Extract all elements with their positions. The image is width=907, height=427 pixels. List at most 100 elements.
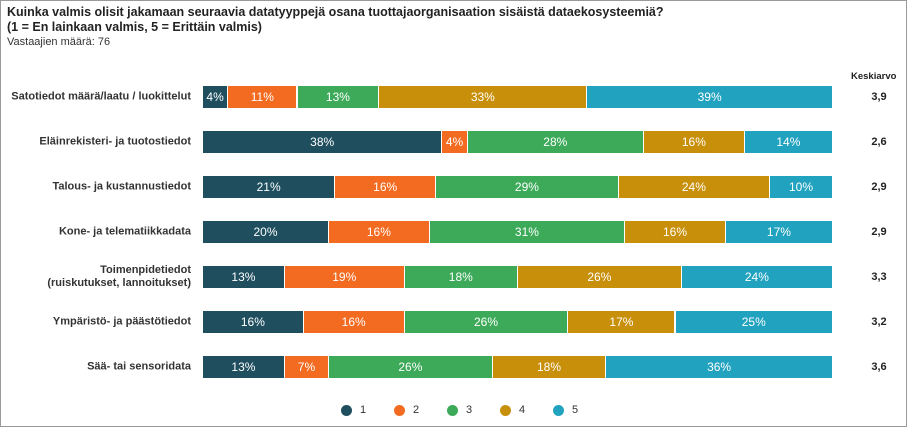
- bar-segment: 17%: [725, 221, 833, 243]
- legend-item: 4: [500, 404, 525, 416]
- legend-label: 3: [466, 404, 473, 416]
- bar-segment: 38%: [203, 131, 443, 153]
- value-label: 26%: [587, 270, 612, 284]
- value-label: 33%: [470, 90, 495, 104]
- bar-segment: 24%: [618, 176, 770, 198]
- legend-item: 5: [553, 404, 578, 416]
- legend-marker: [341, 404, 352, 416]
- bar-segment: 13%: [203, 356, 285, 378]
- value-label: 16%: [366, 225, 391, 239]
- value-label: 18%: [448, 270, 473, 284]
- value-label: 16%: [341, 315, 366, 329]
- value-label: 38%: [310, 135, 335, 149]
- bar-segment: 28%: [467, 131, 644, 153]
- bar-segment: 21%: [203, 176, 336, 198]
- legend-label: 2: [413, 404, 420, 416]
- value-label: 31%: [514, 225, 539, 239]
- bar-segment: 25%: [675, 311, 833, 333]
- bar-segment: 36%: [606, 356, 833, 378]
- average-header: Keskiarvo: [851, 71, 897, 82]
- value-label: 21%: [256, 180, 281, 194]
- bar-segment: 31%: [429, 221, 626, 243]
- legend-item: 1: [341, 404, 366, 416]
- bar-segment: 39%: [587, 86, 833, 108]
- value-label: 39%: [697, 90, 722, 104]
- category-label: Ympäristö- ja päästötiedot: [52, 315, 191, 328]
- value-label: 24%: [681, 180, 706, 194]
- legend-label: 1: [360, 404, 367, 416]
- chart-subtitle: Vastaajien määrä: 76: [7, 36, 111, 48]
- category-label: Toimenpidetiedot (ruiskutukset, lannoitu…: [47, 264, 191, 289]
- bar-segment: 4%: [442, 131, 468, 153]
- bar-segment: 10%: [770, 176, 833, 198]
- value-label: 4%: [206, 90, 224, 104]
- average-value: 2,6: [871, 136, 887, 148]
- average-value: 3,2: [871, 316, 887, 328]
- bar-segment: 16%: [203, 311, 304, 333]
- legend-item: 2: [394, 404, 419, 416]
- value-label: 26%: [473, 315, 498, 329]
- category-label: Kone- ja telematiikkadata: [58, 225, 191, 238]
- bar-segment: 29%: [436, 176, 619, 198]
- legend-marker: [447, 404, 458, 416]
- value-label: 13%: [325, 90, 350, 104]
- value-label: 13%: [231, 270, 256, 284]
- value-label: 7%: [297, 360, 316, 374]
- bar-segment: 26%: [404, 311, 569, 333]
- bar-segment: 18%: [404, 266, 518, 288]
- chart-title: Kuinka valmis olisit jakamaan seuraavia …: [7, 5, 664, 19]
- value-label: 16%: [373, 180, 398, 194]
- category-label: Sää- tai sensoridata: [87, 360, 191, 373]
- bar-segment: 26%: [329, 356, 493, 378]
- value-label: 10%: [788, 180, 814, 194]
- value-label: 24%: [744, 270, 769, 284]
- bar-segment: 11%: [228, 86, 298, 108]
- bar-segment: 13%: [297, 86, 380, 108]
- legend-item: 3: [447, 404, 472, 416]
- bar-segment: 16%: [625, 221, 726, 243]
- legend-label: 4: [519, 404, 526, 416]
- value-label: 16%: [240, 315, 265, 329]
- value-label: 11%: [250, 90, 274, 104]
- value-label: 26%: [398, 360, 423, 374]
- category-label: Talous- ja kustannustiedot: [52, 180, 191, 193]
- bar-segment: 20%: [203, 221, 329, 243]
- value-label: 25%: [741, 315, 766, 329]
- bar-segment: 7%: [284, 356, 329, 378]
- legend-label: 5: [572, 404, 579, 416]
- average-value: 2,9: [871, 226, 887, 238]
- bar-segment: 33%: [379, 86, 588, 108]
- average-value: 3,6: [871, 361, 887, 373]
- value-label: 36%: [707, 360, 732, 374]
- bar-segment: 17%: [568, 311, 676, 333]
- bar-segment: 16%: [329, 221, 430, 243]
- bar-segment: 16%: [335, 176, 437, 198]
- category-label: Satotiedot määrä/laatu / luokittelut: [11, 90, 191, 103]
- bar-segment: 26%: [518, 266, 682, 288]
- bar-segment: 16%: [303, 311, 405, 333]
- value-label: 18%: [536, 360, 561, 374]
- average-value: 3,9: [871, 91, 887, 103]
- value-label: 13%: [231, 360, 256, 374]
- average-value: 3,3: [871, 271, 887, 283]
- chart-title-line2: (1 = En lainkaan valmis, 5 = Erittäin va…: [7, 20, 262, 34]
- average-value: 2,9: [871, 181, 887, 193]
- value-label: 20%: [253, 225, 278, 239]
- legend-marker: [394, 404, 405, 416]
- bar-segment: 24%: [681, 266, 833, 288]
- bar-segment: 16%: [644, 131, 745, 153]
- value-label: 14%: [776, 135, 801, 149]
- bar-segment: 14%: [744, 131, 833, 153]
- value-label: 4%: [445, 135, 464, 149]
- bar-segment: 13%: [203, 266, 285, 288]
- value-label: 16%: [662, 225, 687, 239]
- value-label: 17%: [609, 315, 634, 329]
- legend-marker: [500, 404, 511, 416]
- value-label: 28%: [543, 135, 568, 149]
- value-label: 29%: [514, 180, 539, 194]
- value-label: 19%: [332, 270, 357, 284]
- value-label: 17%: [766, 225, 791, 239]
- bar-segment: 19%: [284, 266, 405, 288]
- legend-marker: [553, 404, 564, 416]
